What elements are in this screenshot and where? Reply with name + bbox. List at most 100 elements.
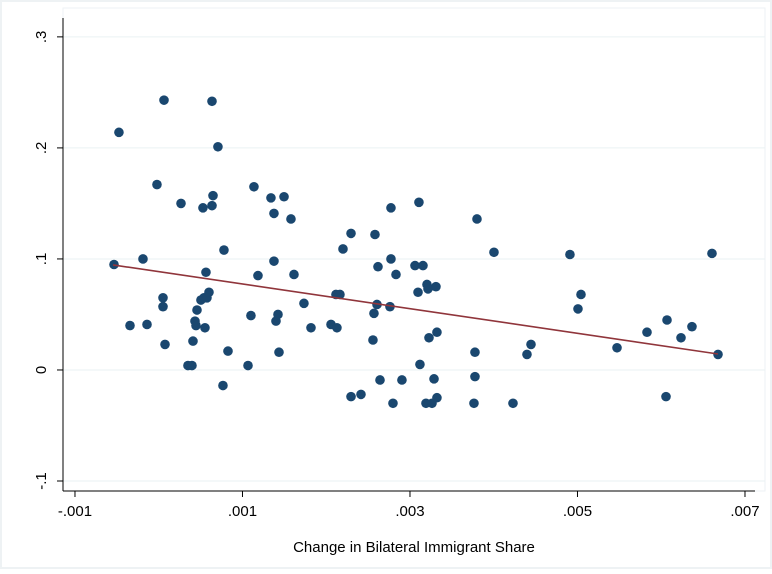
data-point bbox=[612, 342, 622, 353]
data-point bbox=[299, 298, 309, 309]
data-point bbox=[279, 191, 289, 202]
data-point bbox=[114, 127, 124, 138]
fit-line bbox=[112, 264, 719, 355]
x-axis-label: Change in Bilateral Immigrant Share bbox=[293, 539, 535, 556]
data-point bbox=[423, 284, 433, 294]
x-tick-label: .003 bbox=[395, 503, 424, 520]
data-point bbox=[338, 244, 348, 254]
data-point bbox=[368, 335, 378, 345]
data-point bbox=[208, 190, 218, 201]
data-point bbox=[707, 248, 717, 259]
data-point bbox=[388, 398, 398, 409]
data-point bbox=[508, 398, 518, 409]
data-point bbox=[207, 96, 217, 107]
data-point bbox=[385, 301, 395, 312]
data-point bbox=[676, 332, 686, 343]
data-point bbox=[373, 261, 383, 272]
data-point bbox=[335, 289, 345, 300]
data-point bbox=[424, 332, 434, 343]
data-point bbox=[346, 228, 356, 239]
data-point bbox=[414, 197, 424, 208]
data-point bbox=[273, 309, 283, 320]
data-point bbox=[397, 375, 407, 385]
data-point bbox=[470, 347, 480, 358]
plot-region bbox=[62, 7, 766, 492]
data-point bbox=[526, 339, 536, 350]
data-point bbox=[642, 327, 652, 338]
data-point bbox=[332, 322, 342, 333]
x-tick-label: -.001 bbox=[58, 503, 92, 520]
data-point bbox=[415, 359, 425, 370]
data-point bbox=[213, 141, 223, 152]
data-point bbox=[713, 349, 723, 360]
data-point bbox=[418, 260, 428, 271]
data-point bbox=[565, 249, 575, 260]
data-point bbox=[198, 203, 208, 213]
y-tick-label: .2 bbox=[33, 142, 50, 155]
data-point bbox=[266, 193, 276, 203]
data-point bbox=[200, 322, 210, 333]
data-point bbox=[158, 301, 168, 312]
data-point bbox=[274, 347, 284, 358]
data-point bbox=[369, 308, 379, 319]
data-point bbox=[204, 287, 214, 298]
data-point bbox=[470, 371, 480, 382]
data-point bbox=[188, 336, 198, 346]
data-point bbox=[191, 320, 201, 331]
data-point bbox=[522, 349, 532, 360]
data-point bbox=[269, 256, 279, 266]
data-point bbox=[249, 181, 259, 192]
y-tick-label: .3 bbox=[33, 31, 50, 44]
data-point bbox=[346, 391, 356, 402]
data-point bbox=[176, 198, 186, 209]
y-tick-label: .1 bbox=[33, 253, 50, 266]
y-tick-label: -.1 bbox=[33, 472, 50, 490]
data-point bbox=[253, 270, 263, 281]
data-point bbox=[218, 380, 228, 391]
x-tick-label: .005 bbox=[563, 503, 592, 520]
data-point bbox=[573, 304, 583, 314]
data-point bbox=[306, 322, 316, 333]
data-point bbox=[413, 287, 423, 298]
data-point bbox=[410, 260, 420, 271]
data-point bbox=[223, 346, 233, 356]
data-point bbox=[289, 269, 299, 280]
data-point bbox=[429, 374, 439, 384]
data-point bbox=[207, 200, 217, 211]
data-point bbox=[142, 319, 152, 330]
data-point bbox=[386, 203, 396, 213]
data-point bbox=[243, 360, 253, 371]
data-point bbox=[269, 208, 279, 219]
y-tick-label: 0 bbox=[33, 366, 50, 374]
data-point bbox=[662, 315, 672, 325]
x-tick-label: .001 bbox=[228, 503, 257, 520]
data-point bbox=[158, 293, 168, 303]
data-point bbox=[246, 310, 256, 321]
data-point bbox=[138, 254, 148, 264]
data-point bbox=[386, 254, 396, 264]
data-point bbox=[687, 321, 697, 332]
data-point bbox=[356, 389, 366, 400]
data-point bbox=[472, 214, 482, 224]
data-point bbox=[375, 375, 385, 385]
data-point bbox=[661, 391, 671, 402]
data-point bbox=[489, 247, 499, 258]
data-point bbox=[431, 281, 441, 292]
data-point bbox=[201, 267, 211, 278]
data-point bbox=[192, 305, 202, 315]
data-point bbox=[391, 269, 401, 280]
data-point bbox=[125, 320, 135, 331]
data-point bbox=[469, 398, 479, 409]
data-point bbox=[370, 229, 380, 240]
data-point bbox=[160, 339, 170, 350]
x-tick-label: .007 bbox=[730, 503, 759, 520]
data-point bbox=[159, 95, 169, 105]
data-point bbox=[286, 214, 296, 224]
data-point bbox=[576, 289, 586, 300]
data-point bbox=[432, 392, 442, 403]
data-point bbox=[219, 245, 229, 255]
data-point bbox=[187, 360, 197, 371]
data-point bbox=[152, 179, 162, 190]
data-point bbox=[432, 327, 442, 338]
